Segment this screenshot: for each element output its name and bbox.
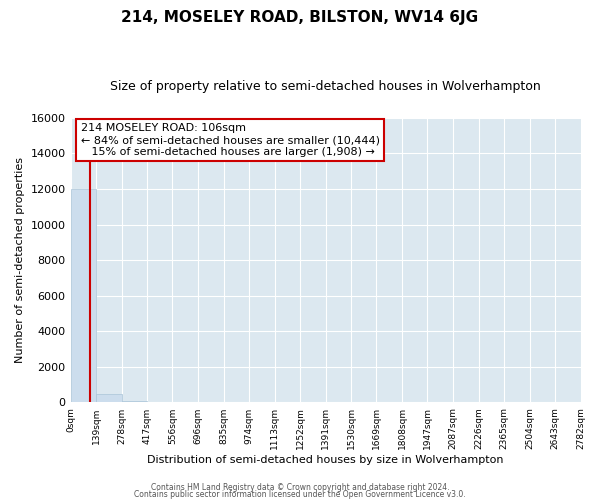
Bar bbox=[96, 394, 122, 402]
Y-axis label: Number of semi-detached properties: Number of semi-detached properties bbox=[15, 157, 25, 363]
Bar bbox=[71, 189, 96, 402]
Text: 214, MOSELEY ROAD, BILSTON, WV14 6JG: 214, MOSELEY ROAD, BILSTON, WV14 6JG bbox=[121, 10, 479, 25]
Text: Contains HM Land Registry data © Crown copyright and database right 2024.: Contains HM Land Registry data © Crown c… bbox=[151, 484, 449, 492]
X-axis label: Distribution of semi-detached houses by size in Wolverhampton: Distribution of semi-detached houses by … bbox=[147, 455, 504, 465]
Text: 214 MOSELEY ROAD: 106sqm
← 84% of semi-detached houses are smaller (10,444)
   1: 214 MOSELEY ROAD: 106sqm ← 84% of semi-d… bbox=[81, 124, 380, 156]
Text: Contains public sector information licensed under the Open Government Licence v3: Contains public sector information licen… bbox=[134, 490, 466, 499]
Title: Size of property relative to semi-detached houses in Wolverhampton: Size of property relative to semi-detach… bbox=[110, 80, 541, 93]
